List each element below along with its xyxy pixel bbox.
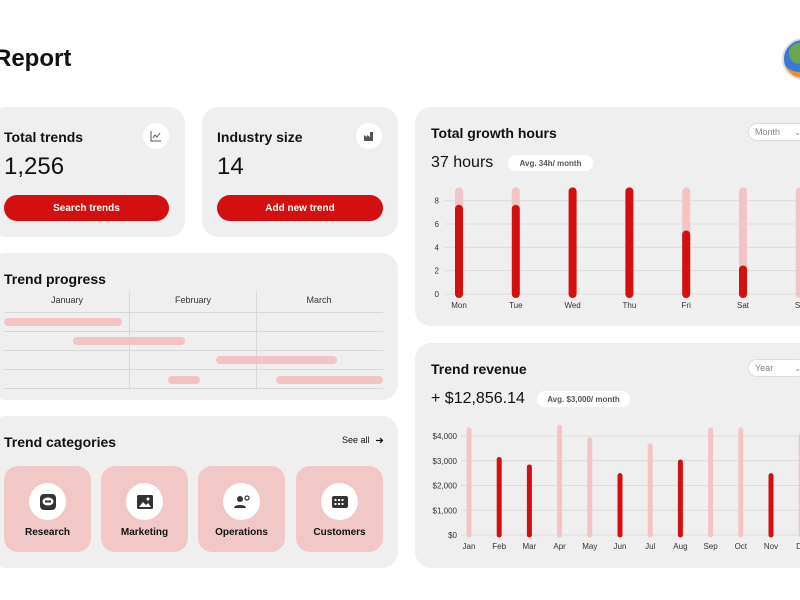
trend-progress-title: Trend progress <box>4 271 106 287</box>
y-tick-label: 4 <box>435 243 440 252</box>
growth-hours-avg-badge: Avg. 34h/ month <box>508 155 593 171</box>
x-tick-label: Feb <box>492 542 506 551</box>
industry-size-value: 14 <box>217 153 244 180</box>
gantt-month-march: March <box>306 295 332 305</box>
x-tick-label: Mon <box>451 301 467 310</box>
trend-categories-title: Trend categories <box>4 434 117 450</box>
x-tick-label: Mar <box>523 542 537 551</box>
gantt-row-line <box>4 331 383 332</box>
x-tick-label: De <box>796 542 800 551</box>
trend-revenue-value: + $12,856.14 <box>431 390 525 407</box>
user-settings-icon <box>223 483 260 520</box>
growth-hours-value: 37 hours <box>431 154 494 171</box>
gantt-task-bar[interactable] <box>168 376 200 384</box>
year-select-value: Year <box>755 363 774 373</box>
x-tick-label: May <box>582 542 597 551</box>
y-tick-label: $3,000 <box>433 457 458 466</box>
gantt-row-line <box>4 312 383 313</box>
category-label: Operations <box>215 527 268 538</box>
x-tick-label: Thu <box>623 301 637 310</box>
category-tile-customers[interactable]: Customers <box>296 466 383 552</box>
gantt-task-bar[interactable] <box>4 318 122 326</box>
category-label: Marketing <box>120 527 169 538</box>
trend-revenue-avg-badge: Avg. $3,000/ month <box>537 391 630 407</box>
page-title: Report <box>0 45 72 72</box>
trend-revenue-title: Trend revenue <box>431 361 527 377</box>
x-tick-label: Sat <box>737 301 750 310</box>
industry-size-title: Industry size <box>217 129 303 145</box>
search-trends-button[interactable]: Search trends <box>4 195 169 221</box>
growth-hours-chart: 0 2 4 6 8 Mon Tue Wed Thu Fri Sat Su <box>435 187 800 310</box>
avatar[interactable] <box>782 38 800 80</box>
category-tile-operations[interactable]: Operations <box>198 466 285 552</box>
year-select[interactable]: Year ⌄ <box>748 359 800 377</box>
x-tick-label: Aug <box>673 542 687 551</box>
y-tick-label: $2,000 <box>433 482 458 491</box>
image-icon <box>126 483 163 520</box>
total-trends-value: 1,256 <box>4 153 65 180</box>
x-tick-label: Nov <box>764 542 778 551</box>
add-new-trend-button[interactable]: Add new trend <box>217 195 383 221</box>
y-tick-label: 2 <box>435 267 440 276</box>
category-tile-marketing[interactable]: Marketing <box>101 466 188 552</box>
calendar-grid-icon <box>321 483 358 520</box>
line-app-icon <box>29 483 66 520</box>
x-tick-label: Oct <box>735 542 748 551</box>
factory-icon[interactable] <box>356 123 382 149</box>
x-tick-label: Sep <box>703 542 718 551</box>
x-tick-label: Wed <box>564 301 580 310</box>
month-select[interactable]: Month ⌄ <box>748 123 800 141</box>
x-tick-label: Fri <box>682 301 692 310</box>
gantt-task-bar[interactable] <box>73 337 185 345</box>
category-tile-research[interactable]: Research <box>4 466 91 552</box>
x-tick-label: Jun <box>614 542 627 551</box>
chevron-down-icon: ⌄ <box>794 127 800 137</box>
growth-hours-title: Total growth hours <box>431 125 557 141</box>
gantt-task-bar[interactable] <box>276 376 383 384</box>
trend-progress-card: Trend progress <box>0 253 398 400</box>
gantt-divider <box>256 292 257 388</box>
chevron-down-icon: ⌄ <box>794 363 800 373</box>
industry-size-card: Industry size 14 Add new trend <box>202 107 398 237</box>
y-tick-label: $4,000 <box>433 432 458 441</box>
gantt-month-february: February <box>174 295 211 305</box>
gantt-task-bar[interactable] <box>216 356 337 364</box>
x-tick-label: Jan <box>463 542 476 551</box>
trend-revenue-chart: $0 $1,000 $2,000 $3,000 $4,000 Jan Feb Mar Apr Ma… <box>433 424 800 551</box>
total-trends-title: Total trends <box>4 129 84 145</box>
gantt-month-january: January <box>50 295 84 305</box>
x-tick-label: Apr <box>553 542 566 551</box>
x-tick-label: Su <box>795 301 800 310</box>
gantt-row-line <box>4 369 383 370</box>
gantt-row-line <box>4 388 383 389</box>
y-tick-label: $1,000 <box>433 506 458 515</box>
x-tick-label: Tue <box>509 301 523 310</box>
x-tick-label: Jul <box>645 542 655 551</box>
month-select-value: Month <box>755 127 781 137</box>
y-tick-label: 8 <box>435 197 440 206</box>
trend-revenue-card: Trend revenue + $12,856.14 Avg. $3,000/ … <box>415 343 800 568</box>
category-label: Research <box>24 527 71 538</box>
y-tick-label: 6 <box>435 220 440 229</box>
gantt-row-line <box>4 350 383 351</box>
y-tick-label: $0 <box>448 531 457 540</box>
category-label: Customers <box>313 527 366 538</box>
arrow-right-icon <box>375 437 383 443</box>
see-all-link[interactable]: See all <box>342 435 384 445</box>
total-trends-card: Total trends 1,256 Search trends <box>0 107 185 237</box>
see-all-label: See all <box>342 435 370 445</box>
line-chart-icon[interactable] <box>143 123 169 149</box>
growth-hours-card: Total growth hours 37 hours Avg. 34h/ mo… <box>415 107 800 326</box>
y-tick-label: 0 <box>435 290 440 299</box>
